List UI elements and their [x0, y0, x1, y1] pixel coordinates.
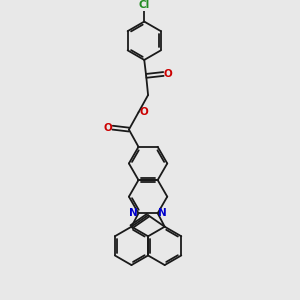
Text: O: O — [103, 123, 112, 133]
Text: O: O — [140, 107, 148, 117]
Text: Cl: Cl — [139, 0, 150, 10]
Text: N: N — [129, 208, 138, 218]
Text: O: O — [164, 69, 172, 79]
Text: N: N — [158, 208, 167, 218]
